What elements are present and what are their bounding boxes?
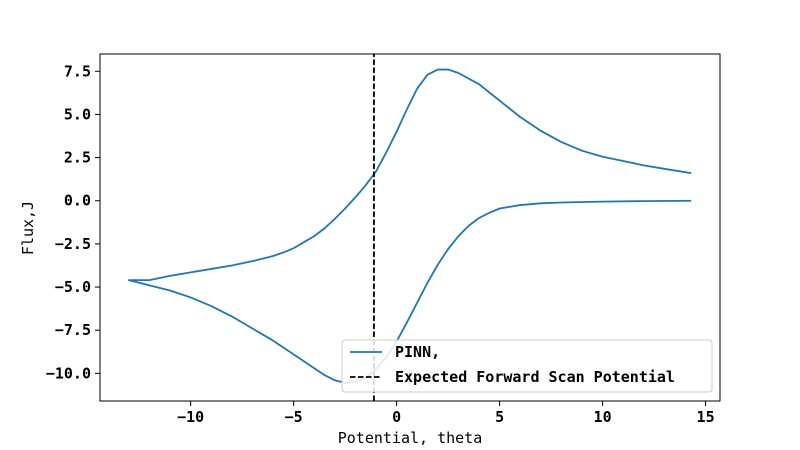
legend-frame (341, 339, 713, 393)
x-axis-label: Potential, theta (338, 429, 483, 447)
y-axis-label: Flux,J (19, 201, 37, 255)
y-tick-label: −7.5 (55, 321, 91, 339)
x-tick-label: 5 (495, 408, 504, 426)
y-tick-label: 0.0 (64, 192, 91, 210)
x-tick-label: 0 (392, 408, 401, 426)
y-tick-label: −2.5 (55, 235, 91, 253)
y-tick-label: 5.0 (64, 105, 91, 123)
x-tick-label: −5 (285, 408, 303, 426)
x-tick-label: −10 (177, 408, 204, 426)
pinn-flux-curve (127, 68, 692, 384)
y-tick-label: 2.5 (64, 149, 91, 167)
plot-area-frame (99, 53, 721, 402)
x-tick-label: 10 (594, 408, 612, 426)
y-tick-label: −10.0 (46, 364, 91, 382)
legend: PINN, Expected Forward Scan Potential (341, 339, 713, 393)
x-axis: −10 −5 0 5 10 15 (177, 401, 715, 426)
legend-label-pinn: PINN, (395, 343, 440, 361)
y-axis: 7.5 5.0 2.5 0.0 −2.5 −5.0 −7.5 −10.0 (46, 62, 100, 382)
y-tick-label: 7.5 (64, 62, 91, 80)
y-tick-label: −5.0 (55, 278, 91, 296)
legend-label-forward-scan: Expected Forward Scan Potential (395, 368, 675, 386)
x-tick-label: 15 (697, 408, 715, 426)
